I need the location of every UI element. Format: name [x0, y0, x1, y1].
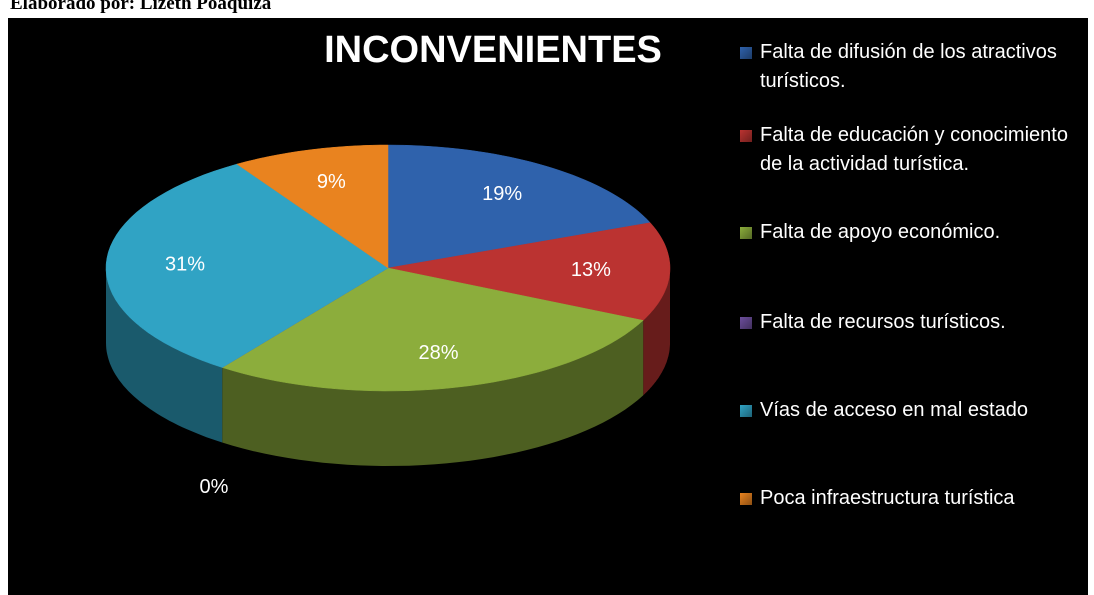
caption: Elaborado por: Lizeth Poaquiza — [10, 0, 272, 14]
legend-swatch — [740, 317, 752, 329]
slice — [221, 267, 644, 392]
chart-area: INCONVENIENTES 19% 13% 28% 0% 31% 9% Falta de… — [8, 18, 1088, 595]
data-label: 31% — [165, 253, 205, 275]
legend-label: Vías de acceso en mal estado — [760, 399, 1028, 421]
chart-title: INCONVENIENTES — [324, 29, 662, 71]
chart: INCONVENIENTES 19% 13% 28% 0% 31% 9% — [105, 29, 671, 498]
slice — [387, 144, 651, 269]
data-label: 0% — [200, 476, 229, 498]
legend-swatch — [740, 47, 752, 59]
legend-swatch — [740, 493, 752, 505]
slice-side — [106, 268, 223, 443]
data-label: 28% — [418, 342, 458, 364]
legend-label: Falta de difusión de los atractivos turí… — [760, 41, 1057, 92]
slice — [387, 222, 671, 321]
slice-side — [222, 320, 644, 466]
legend-label: Falta de recursos turísticos. — [760, 311, 1006, 333]
legend-swatch — [740, 130, 752, 142]
slice — [105, 163, 389, 368]
legend-label: Falta de educación y conocimiento de la … — [760, 124, 1068, 175]
data-label: 19% — [482, 183, 522, 205]
slice — [236, 144, 389, 269]
legend-swatch — [740, 405, 752, 417]
data-label: 9% — [317, 171, 346, 193]
legend-label: Poca infraestructura turística — [760, 487, 1015, 509]
slice-side — [643, 268, 670, 396]
legend-swatch — [740, 227, 752, 239]
legend-label: Falta de apoyo económico. — [760, 221, 1001, 243]
data-label: 13% — [571, 259, 611, 281]
